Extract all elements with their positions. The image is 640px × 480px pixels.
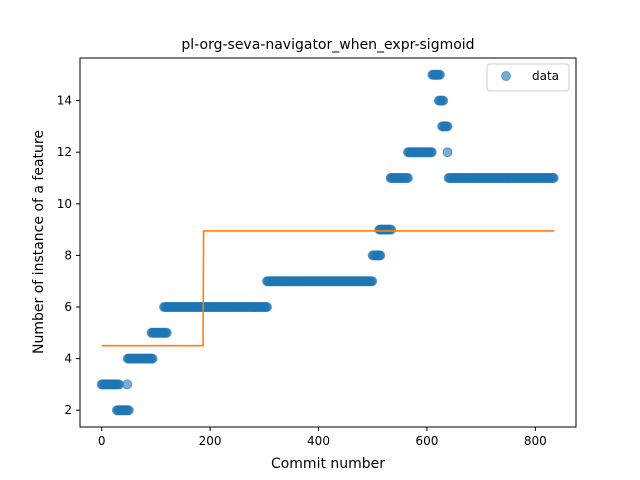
data-point <box>123 405 134 416</box>
data-points <box>96 69 559 416</box>
y-tick-label: 2 <box>64 403 72 417</box>
data-point <box>434 69 445 80</box>
legend-marker-data <box>501 71 511 81</box>
data-point <box>402 172 413 183</box>
legend-label-data: data <box>532 69 559 83</box>
data-point <box>438 95 449 106</box>
data-point <box>161 327 172 338</box>
data-point <box>386 224 397 235</box>
y-axis-label: Number of instance of a feature <box>31 130 47 354</box>
plot-area <box>80 58 576 427</box>
x-axis: 0 200 400 600 800 <box>98 427 547 448</box>
data-point <box>442 147 453 158</box>
chart-title: pl-org-seva-navigator_when_expr-sigmoid <box>181 37 474 53</box>
legend-box <box>486 63 570 92</box>
y-tick-label: 10 <box>57 197 72 211</box>
x-tick-label: 400 <box>307 434 330 448</box>
data-point <box>426 147 437 158</box>
y-tick-label: 14 <box>57 94 72 108</box>
fit-line <box>101 230 555 347</box>
y-tick-label: 4 <box>64 352 72 366</box>
x-tick-label: 800 <box>524 434 547 448</box>
y-tick-label: 6 <box>64 300 72 314</box>
data-point <box>122 379 133 390</box>
plot-border <box>79 57 577 428</box>
data-point <box>262 302 273 313</box>
x-tick-label: 200 <box>199 434 222 448</box>
y-axis: 2 4 6 8 10 12 14 <box>57 94 80 417</box>
legend: data <box>486 63 570 92</box>
data-point <box>367 276 378 287</box>
y-tick-label: 8 <box>64 248 72 262</box>
x-tick-label: 0 <box>98 434 106 448</box>
y-tick-label: 12 <box>57 145 72 159</box>
data-point <box>147 353 158 364</box>
data-point <box>375 250 386 261</box>
fit-layer <box>101 230 555 347</box>
data-point <box>442 121 453 132</box>
data-point <box>548 172 559 183</box>
x-axis-label: Commit number <box>271 456 385 472</box>
x-tick-label: 600 <box>415 434 438 448</box>
